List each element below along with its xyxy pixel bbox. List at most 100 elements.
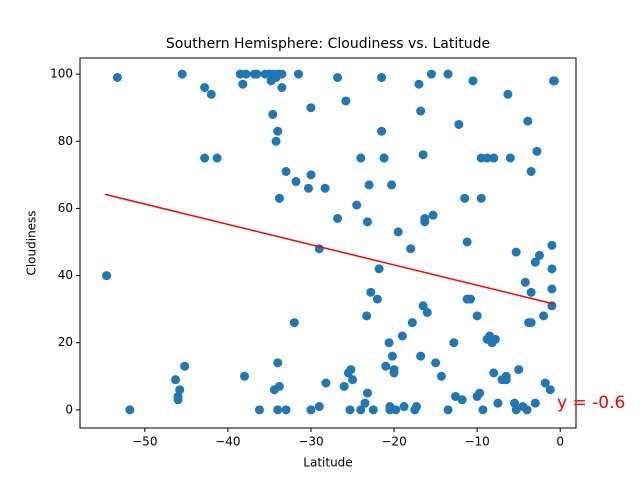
scatter-point	[457, 395, 467, 405]
scatter-point	[391, 405, 401, 415]
chart-title: Southern Hemisphere: Cloudiness vs. Lati…	[166, 36, 490, 52]
scatter-point	[389, 365, 399, 375]
scatter-point	[289, 318, 299, 328]
scatter-point	[526, 166, 536, 176]
scatter-point	[303, 183, 313, 193]
x-tick-label: −20	[381, 435, 406, 449]
scatter-point	[112, 72, 122, 82]
scatter-point	[252, 69, 262, 79]
y-tick-label: 0	[65, 402, 73, 416]
scatter-point	[372, 294, 382, 304]
scatter-point	[468, 76, 478, 86]
regression-line	[104, 193, 555, 305]
scatter-point	[407, 318, 417, 328]
scatter-point	[341, 96, 351, 106]
plot-area	[102, 69, 559, 415]
scatter-point	[514, 365, 524, 375]
y-tick-label: 40	[58, 268, 73, 282]
scatter-point	[274, 381, 284, 391]
scatter-point	[366, 287, 376, 297]
scatter-point	[362, 311, 372, 321]
scatter-point	[462, 237, 472, 247]
scatter-point	[360, 398, 370, 408]
scatter-point	[356, 153, 366, 163]
scatter-point	[352, 200, 362, 210]
scatter-point	[364, 180, 374, 190]
scatter-point	[387, 180, 397, 190]
scatter-point	[465, 294, 475, 304]
scatter-point	[489, 153, 499, 163]
scatter-point	[397, 331, 407, 341]
scatter-point	[377, 72, 387, 82]
scatter-point	[526, 287, 536, 297]
scatter-point	[273, 405, 283, 415]
scatter-point	[102, 271, 112, 281]
scatter-point	[362, 388, 372, 398]
axes-frame	[79, 57, 577, 429]
scatter-point	[482, 153, 492, 163]
scatter-point	[534, 250, 544, 260]
scatter-point	[333, 72, 343, 82]
scatter-point	[320, 183, 330, 193]
scatter-point	[254, 405, 264, 415]
scatter-point	[240, 371, 250, 381]
y-axis-label: Cloudiness	[25, 210, 39, 275]
scatter-point	[414, 79, 424, 89]
scatter-point	[206, 89, 216, 99]
scatter-point	[503, 89, 513, 99]
scatter-point	[520, 277, 530, 287]
x-tick-label: −30	[298, 435, 323, 449]
scatter-point	[241, 69, 251, 79]
scatter-point	[381, 361, 391, 371]
scatter-point	[532, 146, 542, 156]
scatter-point	[547, 284, 557, 294]
scatter-point	[416, 106, 426, 116]
scatter-point	[422, 308, 432, 318]
scatter-point	[173, 395, 183, 405]
scatter-point	[547, 240, 557, 250]
scatter-point	[268, 109, 278, 119]
y-tick-label: 20	[58, 335, 73, 349]
scatter-point	[321, 378, 331, 388]
scatter-point	[493, 398, 503, 408]
scatter-point	[175, 385, 185, 395]
scatter-point	[547, 264, 557, 274]
scatter-point	[511, 247, 521, 257]
scatter-point	[368, 405, 378, 415]
scatter-point	[387, 351, 397, 361]
y-tick-label: 60	[58, 201, 73, 215]
scatter-point	[530, 257, 540, 267]
scatter-point	[490, 334, 500, 344]
x-tick-label: −50	[132, 435, 157, 449]
y-tick-label: 80	[58, 134, 73, 148]
scatter-point	[511, 405, 521, 415]
scatter-point	[418, 301, 428, 311]
scatter-point	[523, 116, 533, 126]
scatter-point	[505, 153, 515, 163]
y-tick-label: 100	[50, 67, 73, 81]
scatter-point	[346, 365, 356, 375]
scatter-point	[273, 126, 283, 136]
scatter-point	[475, 388, 485, 398]
scatter-point	[416, 351, 426, 361]
scatter-point	[406, 244, 416, 254]
scatter-point	[238, 79, 248, 89]
scatter-point	[180, 361, 190, 371]
scatter-point	[540, 378, 550, 388]
scatter-point	[443, 69, 453, 79]
scatter-point	[549, 76, 559, 86]
scatter-point	[489, 368, 499, 378]
x-tick-label: −40	[215, 435, 240, 449]
regression-annotation: y = -0.6	[557, 393, 625, 413]
scatter-point	[436, 371, 446, 381]
scatter-point	[539, 311, 549, 321]
scatter-point	[501, 375, 511, 385]
scatter-point	[291, 177, 301, 187]
scatter-point	[281, 405, 291, 415]
scatter-point	[411, 402, 421, 412]
scatter-point	[314, 402, 324, 412]
scatter-point	[374, 264, 384, 274]
scatter-point	[545, 385, 555, 395]
scatter-point	[306, 170, 316, 180]
